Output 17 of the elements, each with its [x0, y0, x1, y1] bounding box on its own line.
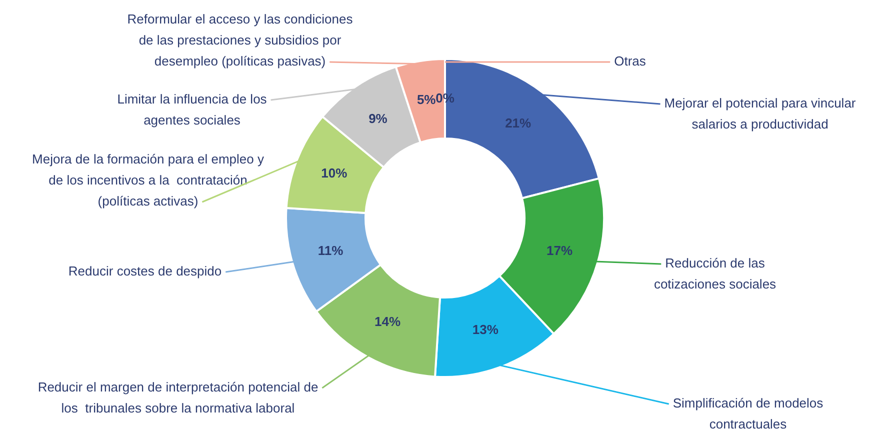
- data-label: 5%: [416, 92, 436, 107]
- data-label: 21%: [505, 115, 532, 130]
- slice-label: Reformular el acceso y las condiciones de las prestaciones y subsidios por desempleo (políticas pasivas): [127, 12, 354, 69]
- category-label: Otras: [614, 54, 646, 69]
- data-label: 9%: [368, 110, 388, 126]
- slice-label: Mejorar el potencial para vincular salarios a productividad: [664, 96, 856, 132]
- data-label: 10%: [321, 166, 348, 181]
- data-label: 13%: [472, 322, 499, 337]
- data-label: 17%: [546, 242, 573, 258]
- slice-label: Simplificación de modelos contractuales: [672, 396, 824, 432]
- slice-label: Reducir costes de despido: [68, 264, 222, 279]
- slice-label: Reducción de las cotizaciones sociales: [654, 256, 777, 292]
- data-label: 11%: [318, 242, 344, 258]
- data-label: 14%: [374, 314, 401, 330]
- slice-label: Reducir el margen de interpretación potencial de los tribunales sobre la normativa laboral: [38, 380, 318, 416]
- slice-label: Mejora de la formación para el empleo y de los incentivos a la contratación (políticas activas): [32, 152, 264, 209]
- slice-label: Limitar la influencia de los agentes sociales: [117, 92, 268, 128]
